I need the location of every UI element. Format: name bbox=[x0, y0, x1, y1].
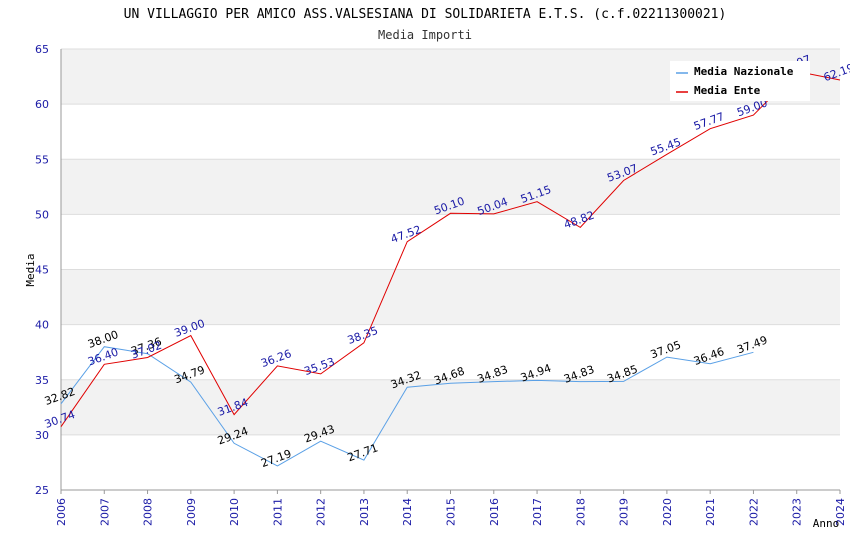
plot-band bbox=[61, 159, 840, 215]
chart-title: UN VILLAGGIO PER AMICO ASS.VALSESIANA DI… bbox=[124, 7, 727, 22]
x-tick-label: 2017 bbox=[531, 498, 544, 526]
y-tick-label: 60 bbox=[35, 98, 49, 111]
x-tick-label: 2008 bbox=[142, 498, 155, 526]
y-tick-label: 35 bbox=[35, 374, 49, 387]
x-tick-label: 2012 bbox=[315, 498, 328, 526]
plot-band bbox=[61, 434, 840, 490]
plot-band bbox=[61, 214, 840, 270]
x-tick-label: 2020 bbox=[661, 498, 674, 526]
plot-band bbox=[61, 269, 840, 325]
series-line-media-ente bbox=[60, 70, 841, 427]
x-axis-label: Anno bbox=[813, 517, 840, 530]
y-axis-label: Media bbox=[24, 253, 37, 286]
x-tick-label: 2016 bbox=[488, 498, 501, 526]
y-tick-label: 25 bbox=[35, 484, 49, 497]
series-lines bbox=[60, 70, 841, 467]
y-axis-ticks: 25 30 35 40 45 50 55 60 65 bbox=[35, 43, 49, 497]
x-tick-label: 2011 bbox=[271, 498, 284, 526]
x-tick-label: 2007 bbox=[98, 498, 111, 526]
y-tick-label: 30 bbox=[35, 429, 49, 442]
x-tick-label: 2024 bbox=[834, 498, 847, 526]
x-tick-label: 2014 bbox=[401, 498, 414, 526]
plot-background-bands bbox=[61, 49, 840, 490]
x-tick-label: 2009 bbox=[185, 498, 198, 526]
y-tick-label: 65 bbox=[35, 43, 49, 56]
x-tick-label: 2022 bbox=[747, 498, 760, 526]
chart-subtitle: Media Importi bbox=[378, 28, 472, 42]
x-tick-label: 2023 bbox=[791, 498, 804, 526]
y-tick-label: 55 bbox=[35, 153, 49, 166]
x-tick-label: 2010 bbox=[228, 498, 241, 526]
legend: Media Nazionale Media Ente bbox=[670, 61, 810, 101]
legend-label-media-nazionale: Media Nazionale bbox=[694, 65, 794, 78]
legend-box bbox=[670, 61, 810, 101]
y-tick-label: 45 bbox=[35, 264, 49, 277]
x-tick-label: 2018 bbox=[574, 498, 587, 526]
x-axis-ticks: 2006 2007 2008 2009 2010 2011 2012 2013 2014 2015… bbox=[55, 490, 847, 526]
plot-band bbox=[61, 104, 840, 160]
legend-label-media-ente: Media Ente bbox=[694, 84, 761, 97]
plot-band bbox=[61, 324, 840, 380]
x-tick-label: 2019 bbox=[618, 498, 631, 526]
y-tick-label: 40 bbox=[35, 319, 49, 332]
plot-band bbox=[61, 379, 840, 435]
x-tick-label: 2013 bbox=[358, 498, 371, 526]
x-tick-label: 2021 bbox=[704, 498, 717, 526]
x-tick-label: 2006 bbox=[55, 498, 68, 526]
series-line-media-nazionale bbox=[60, 346, 754, 467]
y-tick-label: 50 bbox=[35, 208, 49, 221]
x-tick-label: 2015 bbox=[445, 498, 458, 526]
